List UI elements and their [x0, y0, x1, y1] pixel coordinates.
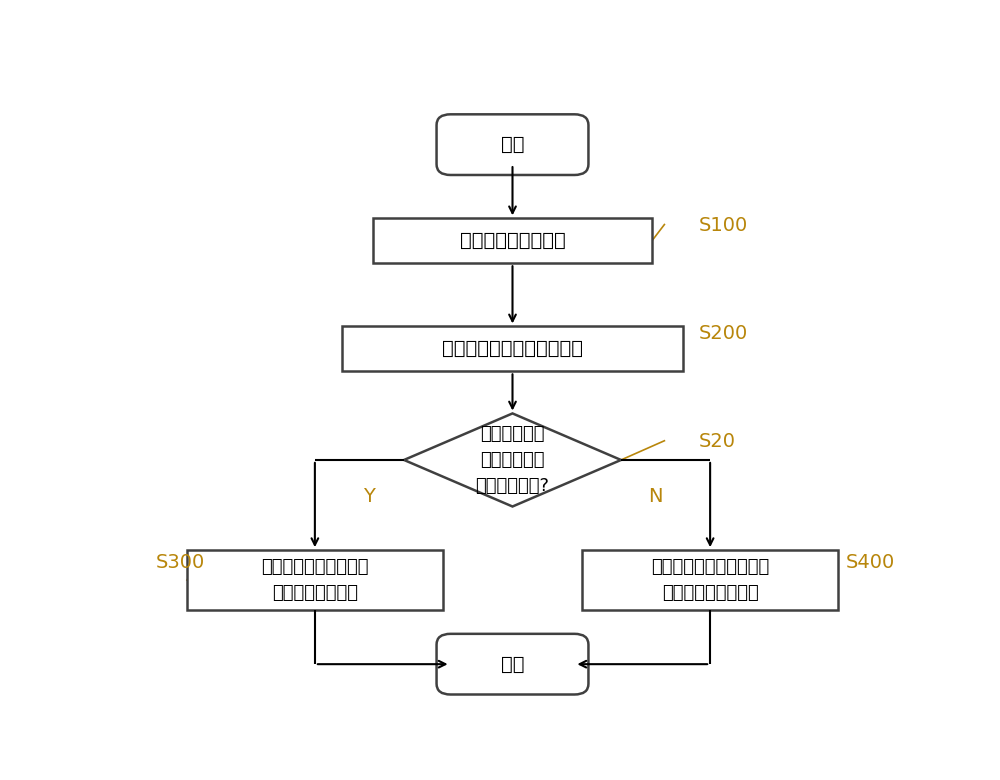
Text: Y: Y	[363, 487, 375, 505]
Text: N: N	[649, 487, 663, 505]
Bar	[187, 550, 443, 610]
Text: 利用增程式发动机的余热
对动力电池进行加热: 利用增程式发动机的余热 对动力电池进行加热	[651, 558, 769, 602]
Text: S200: S200	[698, 324, 748, 343]
FancyBboxPatch shape	[437, 115, 588, 175]
Text: 开始: 开始	[501, 135, 524, 154]
Bar	[373, 218, 652, 264]
Text: 控制热管理系统对动力
电池进行主动加热: 控制热管理系统对动力 电池进行主动加热	[261, 558, 369, 602]
Text: 控制动力电池停止充、放电: 控制动力电池停止充、放电	[442, 339, 583, 358]
Text: 热管理系统是
否对动力电池
进行主动加热?: 热管理系统是 否对动力电池 进行主动加热?	[476, 424, 550, 495]
Text: S100: S100	[698, 216, 748, 236]
Text: S400: S400	[846, 552, 895, 572]
Bar	[342, 326, 683, 371]
Text: 结束: 结束	[501, 654, 524, 674]
Text: S20: S20	[698, 432, 736, 452]
FancyBboxPatch shape	[437, 634, 588, 694]
Polygon shape	[404, 413, 621, 506]
Bar	[582, 550, 838, 610]
Text: S300: S300	[156, 552, 205, 572]
Text: 采集动力电池的温度: 采集动力电池的温度	[460, 231, 565, 250]
